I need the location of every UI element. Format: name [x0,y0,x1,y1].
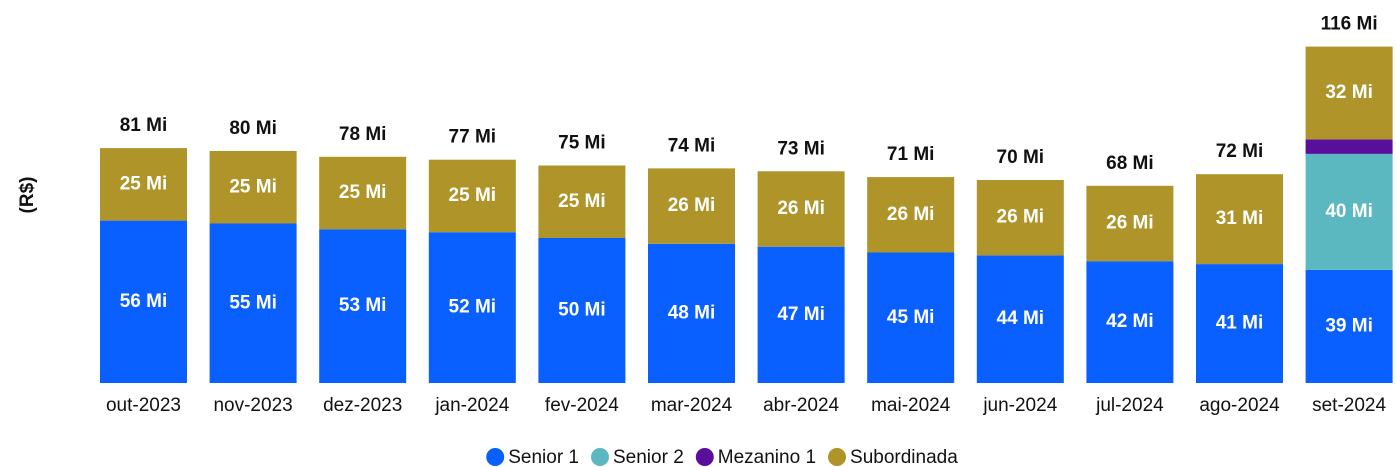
data-label: 41 Mi [1216,313,1264,334]
data-label: 47 Mi [777,304,825,325]
x-tick-label: nov-2023 [213,395,292,416]
bar-segment [319,156,407,230]
total-label: 73 Mi [777,138,825,159]
legend-marker [486,448,505,466]
bar-segment [867,252,955,383]
data-label: 40 Mi [1325,201,1373,222]
total-label: 116 Mi [1321,14,1378,35]
total-label: 72 Mi [1216,141,1264,162]
bar-segment [1196,264,1283,383]
data-label: 26 Mi [668,195,716,216]
data-label: 26 Mi [1106,213,1154,234]
data-label: 25 Mi [558,191,606,212]
data-label: 48 Mi [668,302,716,323]
legend-label: Senior 2 [613,447,684,467]
bar-segment [100,148,187,221]
bar-segment [757,246,845,383]
bar-segment [757,171,845,247]
data-label: 55 Mi [229,292,277,313]
bar-segment [976,255,1064,383]
bar-segment [648,243,735,383]
bar-segment [319,229,407,383]
bar-segment [1305,139,1393,154]
data-label: 45 Mi [887,307,935,328]
x-tick-label: abr-2024 [763,395,839,416]
bar-segment [428,232,516,383]
x-tick-label: ago-2024 [1199,395,1280,416]
legend-label: Mezanino 1 [718,447,816,467]
x-tick-label: out-2023 [106,395,181,416]
data-label: 56 Mi [120,291,168,312]
data-label: 25 Mi [229,176,277,197]
data-label: 50 Mi [558,300,606,321]
x-tick-label: dez-2023 [323,395,402,416]
x-tick-label: jul-2024 [1095,395,1164,416]
y-axis-label: (R$) [17,177,38,214]
data-label: 26 Mi [887,204,935,225]
bar-segment [976,180,1064,256]
total-label: 70 Mi [997,147,1045,168]
data-label: 53 Mi [339,295,387,316]
legend-marker [695,448,714,466]
total-label: 75 Mi [558,133,606,154]
total-label: 78 Mi [339,124,387,145]
data-label: 32 Mi [1325,82,1373,103]
legend-label: Subordinada [850,447,958,467]
total-label: 81 Mi [120,115,168,136]
bar-segment [538,165,626,238]
data-label: 31 Mi [1216,208,1264,229]
bar-segment [1196,174,1283,265]
x-tick-label: set-2024 [1312,395,1386,416]
data-label: 25 Mi [449,185,497,206]
x-tick-label: jan-2024 [434,395,509,416]
bar-segment [1086,185,1174,262]
data-label: 26 Mi [777,198,825,219]
bar-segment [1086,261,1174,383]
data-label: 44 Mi [997,308,1045,329]
x-tick-label: mai-2024 [871,395,951,416]
bar-segment [428,159,516,233]
legend-marker [828,448,847,466]
data-label: 26 Mi [997,207,1045,228]
data-label: 39 Mi [1325,315,1373,336]
total-label: 68 Mi [1106,153,1154,174]
bar-segment [867,177,955,253]
legend-marker [591,448,609,466]
legend-label: Senior 1 [508,447,579,467]
total-label: 74 Mi [668,135,716,156]
bar-segment [1305,153,1393,270]
bar-segment [1305,269,1393,383]
x-tick-label: mar-2024 [651,395,733,416]
total-label: 71 Mi [887,144,935,165]
total-label: 80 Mi [229,118,277,139]
bar-segment [538,238,626,383]
bar-segment [209,151,297,224]
bar-segment [1305,46,1393,140]
data-label: 42 Mi [1106,311,1154,332]
bar-segment [209,223,297,383]
total-label: 77 Mi [449,127,497,148]
bar-segment [648,168,735,244]
bar-segment [100,220,187,383]
data-label: 25 Mi [339,182,387,203]
x-tick-label: jun-2024 [982,395,1057,416]
data-label: 52 Mi [449,297,497,318]
data-label: 25 Mi [120,173,168,194]
x-tick-label: fev-2024 [545,395,619,416]
